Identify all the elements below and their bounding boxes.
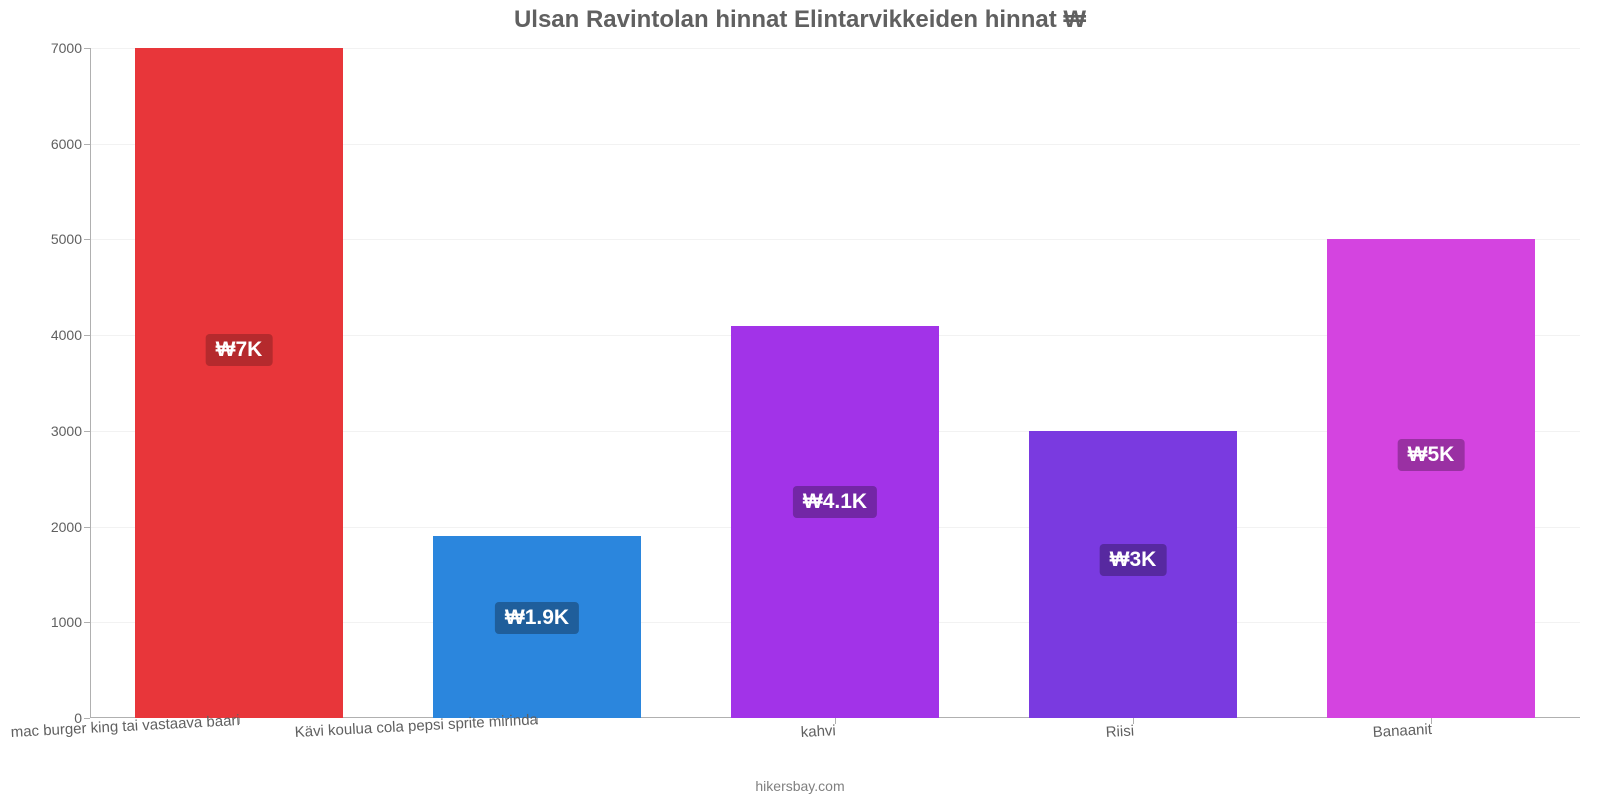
value-badge: ₩4.1K: [793, 486, 877, 518]
value-badge: ₩5K: [1398, 439, 1465, 471]
y-tick-label: 5000: [51, 231, 90, 247]
value-badge: ₩3K: [1100, 544, 1167, 576]
bar: [135, 48, 344, 718]
chart-container: Ulsan Ravintolan hinnat Elintarvikkeiden…: [0, 0, 1600, 800]
x-tick-label: mac burger king tai vastaava baari: [10, 706, 240, 741]
y-tick-label: 1000: [51, 614, 90, 630]
bar: [1327, 239, 1536, 718]
plot-area: 01000200030004000500060007000 ₩7K₩1.9K₩4…: [90, 48, 1580, 718]
y-tick-label: 3000: [51, 423, 90, 439]
bars-group: [90, 48, 1580, 718]
y-tick-label: 6000: [51, 136, 90, 152]
x-tick-label: Banaanit: [1372, 715, 1432, 741]
x-tick-label: kahvi: [800, 716, 836, 741]
y-tick-label: 4000: [51, 327, 90, 343]
chart-title: Ulsan Ravintolan hinnat Elintarvikkeiden…: [0, 6, 1600, 34]
value-badge: ₩7K: [206, 334, 273, 366]
attribution-text: hikersbay.com: [0, 778, 1600, 794]
bar: [731, 326, 940, 718]
x-tick-label: Riisi: [1105, 717, 1135, 741]
y-tick-label: 2000: [51, 519, 90, 535]
y-tick-label: 7000: [51, 40, 90, 56]
value-badge: ₩1.9K: [495, 602, 579, 634]
